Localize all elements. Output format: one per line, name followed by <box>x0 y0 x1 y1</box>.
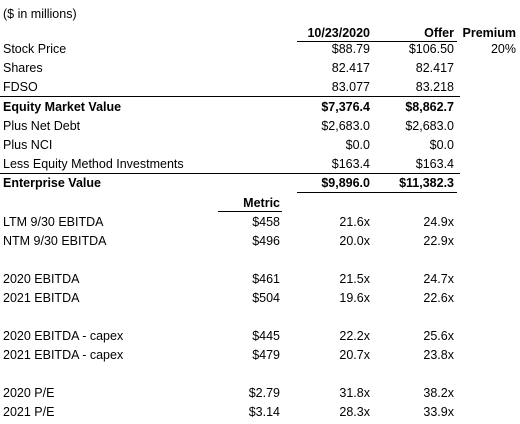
offer-value-net-debt: $2,683.0 <box>405 119 454 133</box>
date-value-nci: $0.0 <box>345 138 370 152</box>
date-value-enterprise-value: $9,896.0 <box>321 176 370 190</box>
metric-value: $3.14 <box>248 405 280 419</box>
offer-multiple: 24.9x <box>423 215 454 229</box>
row-label-equity-market-value: Equity Market Value <box>3 100 122 114</box>
metric-value: $458 <box>252 215 280 229</box>
metric-value: $2.79 <box>248 386 280 400</box>
date-multiple: 21.5x <box>339 272 370 286</box>
enterprise-value-underline <box>297 192 457 193</box>
metric-value: $496 <box>252 234 280 248</box>
multiple-row-label: 2021 EBITDA - capex <box>3 348 124 362</box>
date-multiple: 31.8x <box>339 386 370 400</box>
header-offer: Offer <box>424 26 454 40</box>
metric-value: $479 <box>252 348 280 362</box>
offer-multiple: 24.7x <box>423 272 454 286</box>
multiple-row-label: 2020 EBITDA <box>3 272 80 286</box>
date-multiple: 20.7x <box>339 348 370 362</box>
offer-value-equity-market-value: $8,862.7 <box>405 100 454 114</box>
date-multiple: 22.2x <box>339 329 370 343</box>
date-value-fdso: 83.077 <box>331 80 370 94</box>
units-note: ($ in millions) <box>3 7 77 21</box>
multiple-row-label: 2021 EBITDA <box>3 291 80 305</box>
header-date: 10/23/2020 <box>307 26 370 40</box>
row-label-equity-method-investments: Less Equity Method Investments <box>3 157 184 171</box>
offer-value-equity-method-investments: $163.4 <box>415 157 454 171</box>
date-value-net-debt: $2,683.0 <box>321 119 370 133</box>
row-label-stock-price: Stock Price <box>3 42 67 56</box>
header-underline <box>297 41 457 42</box>
header-metric: Metric <box>243 196 280 210</box>
date-multiple: 20.0x <box>339 234 370 248</box>
multiple-row-label: 2020 EBITDA - capex <box>3 329 124 343</box>
date-multiple: 21.6x <box>339 215 370 229</box>
metric-underline <box>218 211 282 212</box>
premium-value: 20% <box>490 42 516 56</box>
date-multiple: 28.3x <box>339 405 370 419</box>
metric-value: $445 <box>252 329 280 343</box>
row-label-fdso: FDSO <box>3 80 38 94</box>
offer-multiple: 22.6x <box>423 291 454 305</box>
row-label-net-debt: Plus Net Debt <box>3 119 81 133</box>
multiple-row-label: LTM 9/30 EBITDA <box>3 215 104 229</box>
row-label-enterprise-value: Enterprise Value <box>3 176 101 190</box>
offer-value-enterprise-value: $11,382.3 <box>399 176 454 190</box>
offer-value-stock-price: $106.50 <box>408 42 454 56</box>
date-value-equity-method-investments: $163.4 <box>331 157 370 171</box>
subtotal-rule-top <box>0 96 460 97</box>
date-value-stock-price: $88.79 <box>331 42 370 56</box>
multiple-row-label: 2021 P/E <box>3 405 55 419</box>
offer-multiple: 33.9x <box>423 405 454 419</box>
offer-multiple: 23.8x <box>423 348 454 362</box>
date-value-shares: 82.417 <box>331 61 370 75</box>
date-multiple: 19.6x <box>339 291 370 305</box>
multiple-row-label: NTM 9/30 EBITDA <box>3 234 107 248</box>
subtotal-rule-bottom <box>0 173 460 174</box>
offer-value-fdso: 83.218 <box>415 80 454 94</box>
offer-value-nci: $0.0 <box>429 138 454 152</box>
offer-multiple: 38.2x <box>423 386 454 400</box>
header-premium: Premium <box>462 26 517 40</box>
offer-multiple: 25.6x <box>423 329 454 343</box>
multiple-row-label: 2020 P/E <box>3 386 55 400</box>
metric-value: $504 <box>252 291 280 305</box>
metric-value: $461 <box>252 272 280 286</box>
offer-multiple: 22.9x <box>423 234 454 248</box>
offer-value-shares: 82.417 <box>415 61 454 75</box>
row-label-shares: Shares <box>3 61 43 75</box>
row-label-nci: Plus NCI <box>3 138 53 152</box>
date-value-equity-market-value: $7,376.4 <box>321 100 370 114</box>
